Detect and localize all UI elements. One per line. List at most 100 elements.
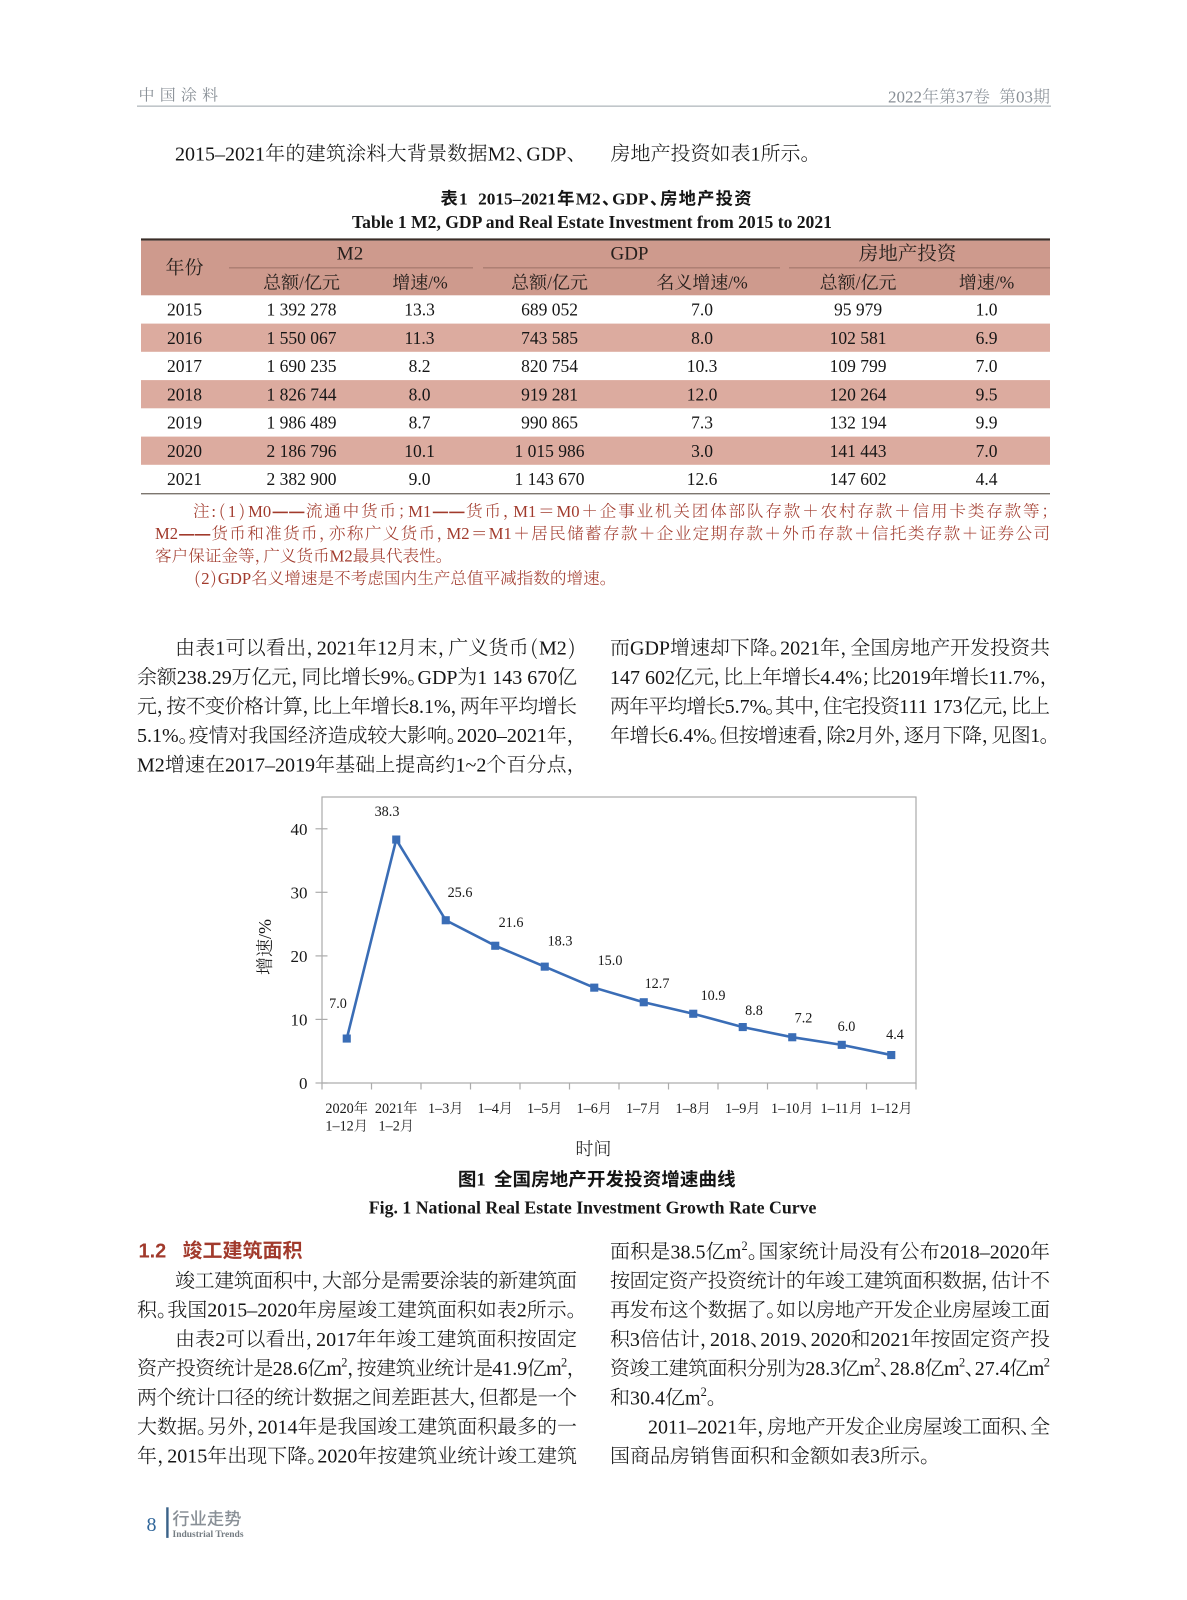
svg-text:/: / (299, 273, 304, 293)
svg-text:1 015 986: 1 015 986 (515, 441, 585, 461)
svg-text:1 690 235: 1 690 235 (267, 356, 337, 376)
svg-text:5.1%: 5.1% (137, 725, 179, 747)
svg-text:30.4: 30.4 (630, 1387, 665, 1409)
svg-text:9%: 9% (381, 667, 408, 689)
svg-text:1–10: 1–10 (771, 1101, 799, 1117)
svg-text:/%: /% (428, 273, 447, 293)
svg-text:m: m (726, 1241, 742, 1263)
svg-text:120 264: 120 264 (830, 384, 887, 404)
svg-text:03: 03 (1016, 88, 1033, 107)
svg-text:2020: 2020 (325, 1101, 353, 1117)
svg-text:2020: 2020 (317, 1446, 357, 1468)
svg-text:28.6: 28.6 (273, 1358, 308, 1380)
svg-text:743 585: 743 585 (521, 328, 578, 348)
svg-text:GDP: GDP (612, 190, 649, 209)
svg-text:M0: M0 (248, 502, 271, 521)
svg-text:2: 2 (341, 1356, 347, 1370)
svg-text:102 581: 102 581 (830, 328, 887, 348)
svg-text:689 052: 689 052 (521, 300, 578, 320)
svg-text:40: 40 (291, 820, 308, 839)
svg-text:GDP: GDP (418, 667, 458, 689)
svg-text:3: 3 (630, 1329, 640, 1351)
svg-text:1–2: 1–2 (379, 1119, 400, 1135)
svg-text:9.0: 9.0 (409, 469, 431, 489)
svg-text:2: 2 (517, 1300, 527, 1322)
svg-text:m: m (1029, 1358, 1045, 1380)
svg-text:1–12: 1–12 (325, 1119, 353, 1135)
svg-text:1 143 670: 1 143 670 (477, 667, 557, 689)
svg-text:6.0: 6.0 (838, 1019, 856, 1035)
svg-text:M2: M2 (337, 244, 363, 265)
svg-text:12: 12 (377, 638, 397, 660)
svg-text:2021: 2021 (317, 638, 357, 660)
svg-text:Fig. 1 National Real Estate: Fig. 1 National Real Estate Investment G… (369, 1198, 817, 1218)
svg-text:2015–2021: 2015–2021 (175, 143, 265, 165)
svg-text:1: 1 (476, 1171, 485, 1191)
svg-text:2: 2 (846, 725, 856, 747)
svg-text:2015: 2015 (167, 1446, 207, 1468)
svg-text:7.2: 7.2 (795, 1011, 813, 1027)
svg-text:7.0: 7.0 (976, 441, 998, 461)
svg-text:28.8: 28.8 (890, 1358, 925, 1380)
svg-text:11.7%: 11.7% (989, 667, 1040, 689)
svg-text:3: 3 (870, 1446, 880, 1468)
svg-text:9.9: 9.9 (976, 413, 998, 433)
svg-text:/: / (856, 273, 861, 293)
svg-text:8.0: 8.0 (409, 384, 431, 404)
svg-text:37: 37 (956, 88, 974, 107)
svg-text:919 281: 919 281 (521, 384, 578, 404)
svg-text:2018: 2018 (710, 1329, 750, 1351)
svg-text:M2: M2 (576, 190, 601, 209)
svg-text:2: 2 (874, 1356, 880, 1370)
svg-text:27.4: 27.4 (975, 1358, 1010, 1380)
svg-text:4.4: 4.4 (886, 1027, 904, 1043)
svg-text:12.7: 12.7 (645, 976, 670, 992)
svg-text:1.0: 1.0 (976, 300, 998, 320)
svg-text:2017: 2017 (167, 356, 202, 376)
svg-text:1–5: 1–5 (527, 1101, 548, 1117)
svg-text:147 602: 147 602 (830, 469, 887, 489)
svg-text:132 194: 132 194 (830, 413, 887, 433)
svg-text:10.3: 10.3 (687, 356, 718, 376)
svg-text:2021: 2021 (167, 469, 202, 489)
svg-text:111 173: 111 173 (899, 696, 963, 718)
svg-text:10: 10 (291, 1010, 308, 1029)
svg-text:m: m (326, 1358, 342, 1380)
svg-text:1.2: 1.2 (139, 1241, 167, 1263)
svg-text:1: 1 (459, 190, 468, 209)
svg-text:2019: 2019 (167, 413, 202, 433)
svg-text:Table 1 M2, GDP and Real Es: Table 1 M2, GDP and Real Estate Investme… (352, 212, 832, 232)
svg-text:m: m (546, 1358, 562, 1380)
svg-text:2022: 2022 (888, 88, 922, 107)
svg-text:M1: M1 (408, 502, 431, 521)
svg-text:10.9: 10.9 (701, 988, 726, 1004)
svg-text:2020: 2020 (167, 441, 202, 461)
svg-text:GDP: GDP (610, 244, 648, 265)
svg-text:147 602: 147 602 (610, 667, 675, 689)
svg-text:2011–2021: 2011–2021 (648, 1417, 737, 1439)
svg-text:M1: M1 (489, 524, 512, 543)
svg-text:2017–2019: 2017–2019 (225, 754, 315, 776)
svg-text:1–6: 1–6 (577, 1101, 598, 1117)
svg-text:8.7: 8.7 (409, 413, 431, 433)
svg-text:M0: M0 (557, 502, 580, 521)
svg-text:8.1%: 8.1% (409, 696, 451, 718)
svg-text:2020–2021: 2020–2021 (457, 725, 547, 747)
svg-text:7.0: 7.0 (976, 356, 998, 376)
svg-text:12.6: 12.6 (687, 469, 718, 489)
svg-text:1: 1 (228, 502, 236, 521)
svg-text:2015–2021: 2015–2021 (478, 190, 556, 209)
svg-text:/%: /% (995, 273, 1014, 293)
svg-text:Industrial Trends: Industrial Trends (173, 1530, 244, 1540)
svg-text:8.2: 8.2 (409, 356, 431, 376)
svg-text:2014: 2014 (258, 1417, 298, 1439)
svg-text:7.3: 7.3 (691, 413, 713, 433)
svg-text:2015: 2015 (167, 300, 202, 320)
svg-text:30: 30 (291, 883, 308, 902)
svg-text:141 443: 141 443 (830, 441, 887, 461)
svg-text:820 754: 820 754 (521, 356, 578, 376)
svg-text:1 986 489: 1 986 489 (267, 413, 337, 433)
svg-text:GDP: GDP (630, 638, 670, 660)
svg-text:M1: M1 (513, 502, 536, 521)
svg-text:1–11: 1–11 (821, 1101, 849, 1117)
